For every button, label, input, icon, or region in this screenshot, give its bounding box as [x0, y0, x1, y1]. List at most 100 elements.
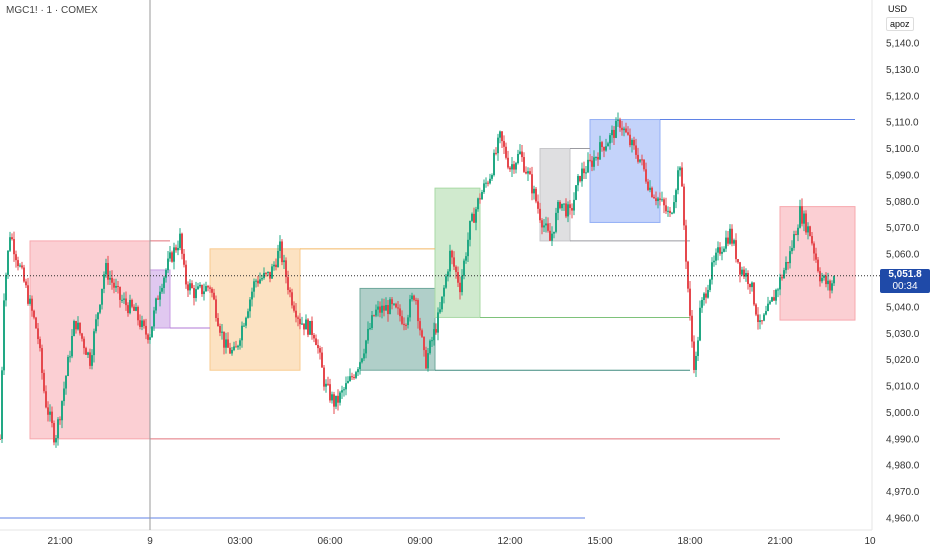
candle-body	[635, 145, 637, 155]
y-tick-label: 5,040.0	[886, 302, 920, 313]
candle-body	[143, 320, 145, 326]
candle-body	[501, 131, 503, 142]
candle-body	[769, 301, 771, 304]
candle-body	[735, 240, 737, 260]
candle-body	[211, 288, 213, 293]
candle-body	[39, 339, 41, 349]
candle-body	[609, 135, 611, 144]
candle-body	[197, 286, 199, 290]
candle-body	[483, 183, 485, 193]
candle-body	[387, 305, 389, 314]
candle-body	[317, 345, 319, 349]
candle-body	[807, 226, 809, 233]
candle-body	[563, 203, 565, 205]
candle-body	[819, 271, 821, 282]
candle-body	[123, 298, 125, 300]
candle-body	[371, 315, 373, 328]
candle-body	[287, 277, 289, 290]
candle-body	[423, 336, 425, 351]
candle-body	[173, 247, 175, 262]
candle-body	[29, 298, 31, 304]
candle-body	[313, 334, 315, 339]
candle-body	[401, 316, 403, 324]
candle-body	[159, 291, 161, 300]
candle-body	[37, 328, 39, 340]
candle-body	[259, 279, 261, 284]
candle-body	[447, 271, 449, 277]
candle-body	[41, 348, 43, 373]
candle-body	[327, 383, 329, 385]
candle-body	[577, 175, 579, 186]
candle-body	[725, 237, 727, 249]
candle-body	[827, 280, 829, 285]
candle-body	[129, 300, 131, 314]
candle-body	[823, 275, 825, 278]
candle-body	[511, 164, 513, 170]
candle-body	[293, 305, 295, 311]
candle-body	[311, 320, 313, 335]
candle-body	[109, 277, 111, 280]
candle-body	[65, 375, 67, 389]
candle-body	[697, 340, 699, 356]
candle-body	[315, 338, 317, 346]
candle-body	[475, 209, 477, 223]
symbol-title: MGC1! · 1 · COMEX	[6, 5, 98, 16]
candle-body	[307, 319, 309, 335]
candle-body	[667, 210, 669, 212]
candle-body	[529, 171, 531, 175]
candle-body	[533, 188, 535, 194]
candle-body	[825, 275, 827, 285]
candle-body	[445, 276, 447, 288]
candle-body	[353, 377, 355, 379]
candle-body	[325, 383, 327, 387]
candle-body	[587, 159, 589, 173]
last-price: 5,051.8	[888, 269, 922, 280]
candle-body	[373, 315, 375, 317]
unit-button[interactable]: apoz	[886, 17, 914, 31]
y-tick-label: 5,080.0	[886, 197, 920, 208]
candle-body	[137, 307, 139, 321]
candle-body	[767, 303, 769, 312]
candle-body	[139, 320, 141, 327]
candle-body	[695, 355, 697, 370]
candle-body	[225, 339, 227, 348]
candle-body	[385, 305, 387, 311]
candle-body	[193, 287, 195, 299]
candle-body	[121, 299, 123, 301]
x-tick-label: 09:00	[407, 536, 432, 547]
candle-body	[459, 282, 461, 293]
candle-body	[345, 383, 347, 390]
candle-body	[55, 438, 57, 443]
candle-body	[797, 227, 799, 235]
candle-body	[177, 247, 179, 251]
candle-body	[255, 280, 257, 282]
x-tick-label: 03:00	[227, 536, 252, 547]
candle-body	[513, 164, 515, 170]
candle-body	[783, 270, 785, 279]
candle-body	[751, 282, 753, 288]
candle-body	[453, 257, 455, 267]
candle-body	[45, 391, 47, 408]
candle-body	[731, 228, 733, 244]
candle-body	[71, 336, 73, 357]
candle-body	[181, 233, 183, 254]
candle-body	[299, 318, 301, 325]
candle-body	[567, 204, 569, 217]
candle-body	[727, 237, 729, 244]
candle-body	[83, 338, 85, 349]
candle-body	[595, 157, 597, 159]
candle-body	[115, 285, 117, 288]
candle-body	[781, 277, 783, 279]
candle-body	[557, 201, 559, 213]
candle-body	[231, 349, 233, 354]
candle-body	[107, 262, 109, 280]
candle-body	[145, 325, 147, 335]
candle-body	[17, 260, 19, 267]
candle-body	[409, 299, 411, 318]
candle-body	[649, 187, 651, 190]
candle-body	[455, 266, 457, 273]
candle-body	[713, 260, 715, 263]
candle-body	[305, 319, 307, 330]
candle-body	[217, 317, 219, 327]
